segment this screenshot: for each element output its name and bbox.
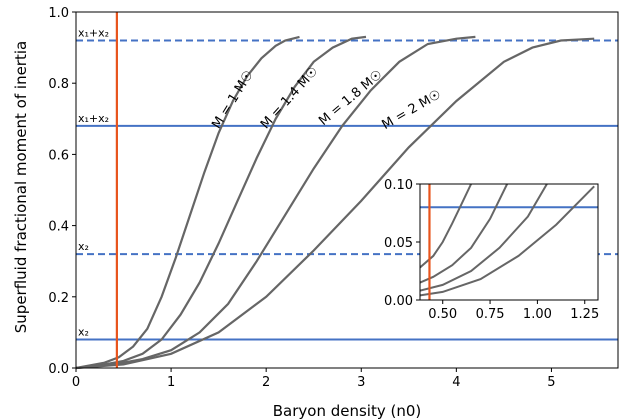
reference-hline-label: x₁+x₂ <box>78 26 109 39</box>
inset-x-tick-label: 0.50 <box>428 307 457 322</box>
x-tick-label: 3 <box>357 375 365 390</box>
curve-annotation: M = 1 M☉ <box>209 68 257 132</box>
curve-series-3 <box>75 35 476 370</box>
inset-y-tick-label: 0.05 <box>384 236 413 251</box>
inset-x-tick-label: 1.25 <box>570 307 599 322</box>
inset-curve-series-4 <box>420 185 595 297</box>
reference-hline-label: x₂ <box>78 240 89 253</box>
inset-curve-series-2 <box>420 184 508 284</box>
inset-curve-series-3 <box>420 184 548 292</box>
x-tick-label: 4 <box>452 375 460 390</box>
reference-hline-label: x₁+x₂ <box>78 112 109 125</box>
curve-annotation: M = 1.8 M☉ <box>316 67 385 129</box>
inset-y-tick-label: 0.10 <box>384 178 413 193</box>
inset-x-tick-label: 0.75 <box>476 307 505 322</box>
inset-x-tick-label: 1.00 <box>523 307 552 322</box>
x-tick-label: 1 <box>167 375 175 390</box>
inset-clipped-content <box>420 184 598 300</box>
y-tick-label: 0.4 <box>48 220 69 235</box>
curve-series-2 <box>75 35 367 370</box>
curve-series-1 <box>75 35 300 370</box>
reference-hline-label: x₂ <box>78 326 89 339</box>
y-axis-label: Superfluid fractional moment of inertia <box>12 41 30 333</box>
x-tick-label: 5 <box>547 375 555 390</box>
y-tick-label: 0.6 <box>48 148 69 163</box>
y-tick-label: 0.0 <box>48 362 69 377</box>
inset-plot: 0.50 0.75 1.00 1.25 0.00 0.05 0.10 <box>384 178 599 322</box>
x-tick-label: 2 <box>262 375 270 390</box>
inset-curve-series-1 <box>420 184 473 269</box>
x-tick-label: 0 <box>72 375 80 390</box>
y-tick-label: 0.2 <box>48 291 69 306</box>
x-axis-label: Baryon density (n0) <box>273 402 422 420</box>
plot-frame <box>75 11 619 369</box>
curve-series-4 <box>75 37 595 370</box>
inset-y-tick-label: 0.00 <box>384 294 413 309</box>
y-tick-label: 0.8 <box>48 77 69 92</box>
y-tick-label: 1.0 <box>48 6 69 21</box>
curve-annotation: M = 1.4 M☉ <box>258 64 321 132</box>
